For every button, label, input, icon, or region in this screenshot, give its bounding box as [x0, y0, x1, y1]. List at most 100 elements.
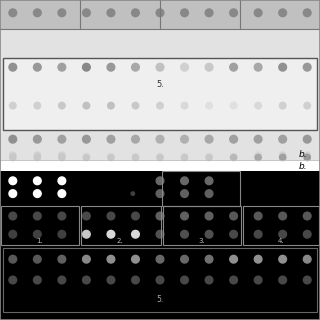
Text: b.: b. — [299, 162, 307, 171]
Circle shape — [83, 230, 90, 238]
Circle shape — [132, 212, 139, 220]
Bar — [3, 58, 317, 130]
Circle shape — [181, 255, 188, 263]
Circle shape — [206, 154, 212, 161]
Bar — [0, 171, 320, 320]
Circle shape — [230, 154, 237, 161]
Text: b.: b. — [299, 150, 307, 159]
Circle shape — [205, 135, 213, 143]
Circle shape — [279, 255, 286, 263]
Circle shape — [10, 102, 16, 109]
Circle shape — [156, 230, 164, 238]
Circle shape — [279, 230, 286, 238]
Circle shape — [34, 152, 41, 158]
Circle shape — [156, 63, 164, 71]
Circle shape — [205, 177, 213, 185]
Circle shape — [58, 212, 66, 220]
Circle shape — [83, 154, 90, 161]
Circle shape — [303, 212, 311, 220]
Circle shape — [58, 9, 66, 17]
Circle shape — [303, 276, 311, 284]
Circle shape — [181, 154, 188, 161]
Text: 3.: 3. — [198, 238, 205, 244]
Circle shape — [107, 230, 115, 238]
Circle shape — [279, 63, 286, 71]
Circle shape — [132, 63, 139, 71]
Circle shape — [181, 276, 188, 284]
Text: 4.: 4. — [278, 238, 284, 244]
Bar — [0, 160, 320, 320]
Circle shape — [34, 230, 41, 238]
Bar — [243, 206, 319, 245]
Circle shape — [58, 135, 66, 143]
Circle shape — [254, 230, 262, 238]
Circle shape — [181, 190, 188, 197]
Circle shape — [181, 135, 188, 143]
Circle shape — [83, 63, 90, 71]
Text: 2.: 2. — [117, 238, 123, 244]
Circle shape — [304, 152, 310, 158]
Bar — [0, 160, 320, 171]
Circle shape — [205, 190, 213, 197]
Circle shape — [34, 276, 41, 284]
Circle shape — [83, 102, 90, 109]
Circle shape — [34, 212, 41, 220]
Circle shape — [230, 63, 237, 71]
Circle shape — [303, 255, 311, 263]
Circle shape — [9, 276, 17, 284]
Circle shape — [181, 212, 188, 220]
Circle shape — [157, 102, 163, 109]
Circle shape — [230, 230, 237, 238]
Circle shape — [9, 63, 17, 71]
Circle shape — [230, 212, 237, 220]
Circle shape — [156, 212, 164, 220]
Circle shape — [108, 152, 114, 158]
Circle shape — [9, 9, 17, 17]
Circle shape — [107, 212, 115, 220]
Circle shape — [83, 152, 90, 158]
Circle shape — [34, 190, 41, 197]
Circle shape — [181, 63, 188, 71]
Circle shape — [10, 154, 16, 161]
Circle shape — [107, 255, 115, 263]
Circle shape — [34, 9, 41, 17]
Circle shape — [254, 135, 262, 143]
Circle shape — [34, 135, 41, 143]
Circle shape — [132, 255, 139, 263]
Circle shape — [255, 102, 261, 109]
Circle shape — [58, 177, 66, 185]
Circle shape — [156, 255, 164, 263]
Bar — [3, 248, 317, 312]
Circle shape — [59, 102, 65, 109]
Circle shape — [254, 63, 262, 71]
Circle shape — [255, 152, 261, 158]
Circle shape — [107, 135, 115, 143]
Circle shape — [83, 276, 90, 284]
Circle shape — [132, 135, 139, 143]
Circle shape — [156, 135, 164, 143]
Bar — [1, 206, 79, 245]
Circle shape — [279, 212, 286, 220]
Circle shape — [303, 9, 311, 17]
Circle shape — [58, 230, 66, 238]
Circle shape — [254, 9, 262, 17]
Circle shape — [254, 212, 262, 220]
Bar — [163, 206, 241, 245]
Circle shape — [132, 154, 139, 161]
Circle shape — [230, 135, 237, 143]
Circle shape — [132, 152, 139, 158]
Circle shape — [205, 230, 213, 238]
Circle shape — [206, 152, 212, 158]
Circle shape — [34, 154, 41, 161]
Circle shape — [83, 9, 90, 17]
Circle shape — [279, 102, 286, 109]
Bar — [0, 0, 320, 160]
Circle shape — [59, 152, 65, 158]
Circle shape — [205, 9, 213, 17]
Circle shape — [83, 135, 90, 143]
Circle shape — [58, 63, 66, 71]
Circle shape — [206, 102, 212, 109]
Circle shape — [279, 9, 286, 17]
Circle shape — [279, 276, 286, 284]
Circle shape — [230, 102, 237, 109]
